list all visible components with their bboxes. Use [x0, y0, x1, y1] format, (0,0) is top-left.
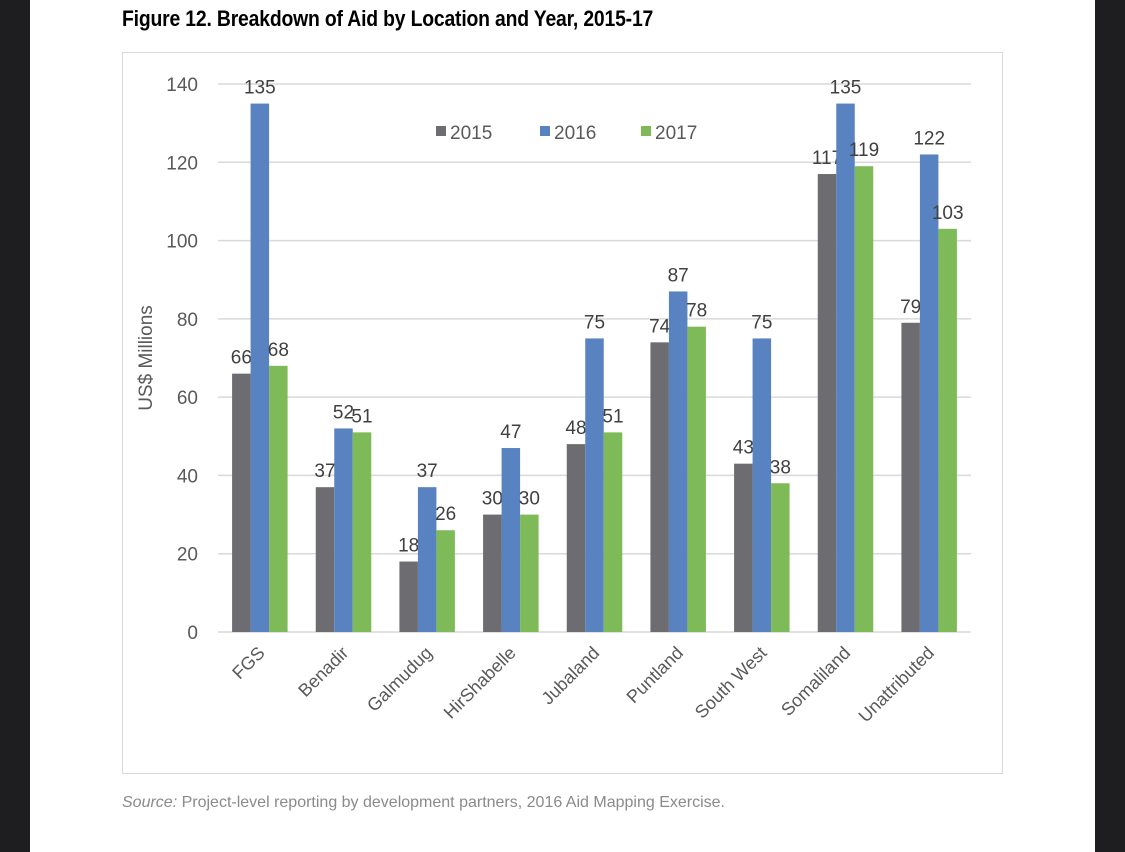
y-tick-label: 100: [166, 232, 198, 253]
data-label: 119: [849, 140, 879, 161]
x-tick-label: Somaliland: [777, 643, 854, 720]
y-tick-label: 20: [177, 545, 198, 566]
data-label: 43: [733, 438, 754, 459]
x-tick-label: Galmudug: [363, 643, 436, 716]
bar-2017: [352, 432, 372, 632]
bar-2017: [269, 365, 288, 632]
bar-2017: [520, 514, 539, 632]
bar-2017: [771, 483, 790, 632]
x-tick-label: HirShabelle: [440, 643, 520, 723]
data-label: 18: [398, 536, 419, 557]
data-label: 78: [686, 301, 707, 322]
y-tick-label: 120: [166, 153, 198, 174]
left-dark-border: [0, 0, 30, 852]
data-label: 135: [830, 78, 862, 99]
x-tick-label: Puntland: [623, 643, 687, 707]
data-label: 51: [351, 406, 372, 427]
bar-2016: [417, 487, 437, 632]
x-tick-label: Jubaland: [538, 643, 604, 709]
data-label: 87: [668, 265, 689, 286]
y-tick-label: 40: [177, 466, 198, 487]
legend-swatch-2016: [540, 126, 550, 136]
source-label: Source:: [122, 794, 178, 811]
bar-2016: [250, 103, 270, 633]
data-label: 26: [435, 504, 456, 525]
legend-label: 2016: [554, 123, 596, 144]
data-label: 117: [812, 148, 842, 169]
data-label: 38: [770, 457, 791, 478]
data-label: 68: [268, 340, 289, 361]
source-note: Source: Project-level reporting by devel…: [122, 794, 725, 812]
bar-2016: [585, 338, 604, 632]
legend-label: 2015: [450, 123, 492, 144]
bar-2015: [817, 174, 837, 632]
bar-2016: [752, 338, 772, 632]
x-tick-label: Unattributed: [855, 643, 938, 726]
data-label: 135: [244, 78, 276, 99]
data-label: 75: [584, 312, 605, 333]
data-label: 79: [900, 297, 921, 318]
bar-2015: [566, 444, 586, 632]
source-text: Project-level reporting by development p…: [177, 794, 725, 811]
data-label: 47: [500, 422, 521, 443]
bar-2015: [315, 487, 335, 632]
legend-label: 2017: [655, 123, 697, 144]
bar-2015: [483, 514, 502, 632]
bar-2016: [668, 291, 688, 632]
data-label: 122: [913, 128, 945, 149]
bar-2015: [734, 463, 753, 632]
y-tick-label: 80: [177, 310, 198, 331]
bar-2016: [334, 428, 353, 632]
y-tick-label: 140: [166, 75, 198, 96]
bar-2016: [919, 154, 939, 632]
right-dark-border: [1095, 0, 1125, 852]
bar-2016: [836, 103, 855, 633]
bar-2015: [232, 373, 251, 632]
chart-frame: [122, 52, 1003, 774]
data-label: 37: [417, 461, 438, 482]
bar-2015: [901, 322, 920, 632]
bar-2016: [501, 448, 521, 632]
data-label: 48: [565, 418, 586, 439]
chart-title: Figure 12. Breakdown of Aid by Location …: [122, 6, 654, 31]
bar-2017: [603, 432, 623, 632]
data-label: 37: [314, 461, 335, 482]
data-label: 30: [482, 489, 503, 510]
data-label: 75: [751, 312, 772, 333]
data-label: 103: [932, 203, 964, 224]
y-tick-label: 60: [177, 388, 198, 409]
bar-2017: [938, 228, 957, 633]
bar-2015: [650, 342, 669, 632]
y-axis-title: US$ Millions: [136, 305, 157, 411]
bar-2015: [399, 561, 418, 632]
x-tick-label: FGS: [228, 643, 268, 683]
data-label: 52: [333, 402, 354, 423]
x-tick-label: Benadir: [294, 643, 352, 701]
data-label: 74: [649, 316, 671, 337]
bar-2017: [687, 326, 706, 632]
legend-swatch-2015: [436, 126, 446, 136]
data-label: 30: [519, 489, 540, 510]
bar-2017: [854, 166, 874, 632]
legend-swatch-2017: [641, 126, 651, 136]
y-tick-label: 0: [187, 623, 198, 644]
bar-2017: [436, 530, 455, 632]
data-label: 51: [602, 406, 623, 427]
data-label: 66: [231, 348, 252, 369]
x-tick-label: South West: [691, 643, 771, 723]
